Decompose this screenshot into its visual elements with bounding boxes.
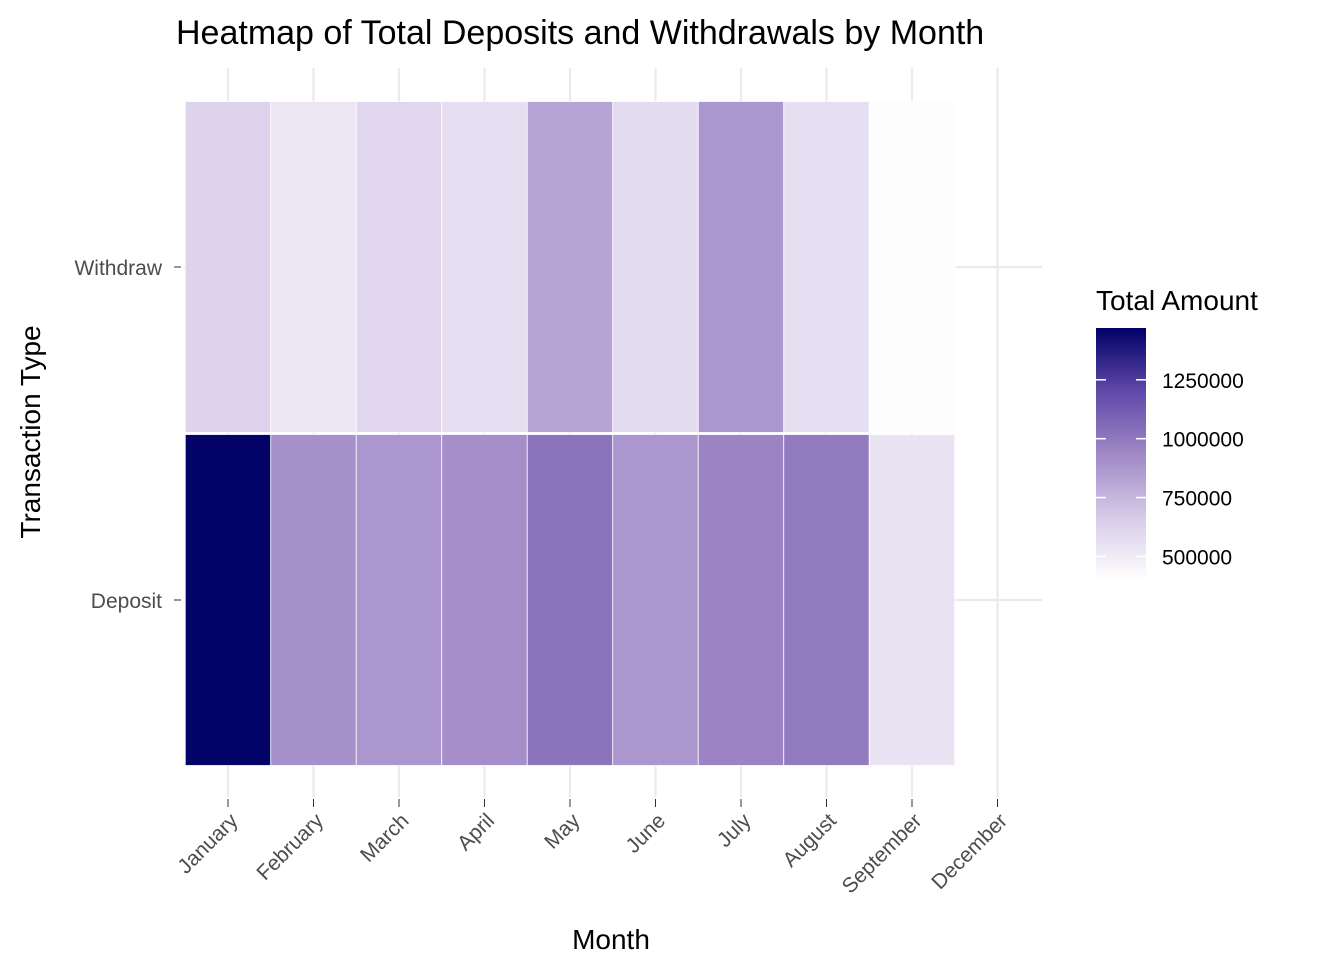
heatmap-cell-withdraw-january: [184, 101, 272, 433]
heatmap-cell-withdraw-may: [526, 101, 614, 433]
heatmap-cell-deposit-april: [441, 434, 528, 766]
heatmap-cell-deposit-march: [355, 434, 443, 766]
heatmap-cell-deposit-january: [184, 434, 272, 766]
x-tick-label-january: January: [173, 809, 242, 878]
x-tick-label-december: December: [927, 809, 1012, 894]
heatmap-cell-deposit-july: [697, 434, 785, 766]
x-tick-label-may: May: [540, 809, 585, 854]
x-tick-label-july: July: [713, 809, 756, 852]
heatmap-cell-deposit-february: [270, 434, 357, 766]
legend-colorbar: [1096, 328, 1146, 580]
x-axis-title: Month: [572, 924, 650, 955]
x-tick-label-june: June: [622, 809, 670, 857]
y-tick-label-deposit: Deposit: [91, 590, 162, 613]
heatmap-cells: [184, 101, 956, 766]
heatmap-cell-deposit-september: [868, 434, 956, 766]
heatmap-cell-withdraw-april: [441, 101, 528, 433]
heatmap-cell-withdraw-august: [783, 101, 870, 433]
heatmap-cell-withdraw-july: [697, 101, 785, 433]
legend-tick-label-500000: 500000: [1162, 546, 1232, 569]
color-legend: Total Amount 500000 750000 1000000 1250000: [1096, 285, 1258, 580]
heatmap-cell-deposit-august: [783, 434, 870, 766]
legend-tick-label-1250000: 1250000: [1162, 370, 1244, 393]
x-tick-label-april: April: [453, 809, 499, 855]
heatmap-cell-withdraw-february: [270, 101, 357, 433]
y-tick-label-withdraw: Withdraw: [74, 257, 162, 280]
heatmap-cell-deposit-june: [612, 434, 699, 766]
chart-title: Heatmap of Total Deposits and Withdrawal…: [176, 14, 984, 52]
heatmap-cell-deposit-may: [526, 434, 614, 766]
x-tick-label-august: August: [779, 809, 842, 872]
legend-tick-label-1000000: 1000000: [1162, 429, 1244, 452]
heatmap-cell-withdraw-june: [612, 101, 699, 433]
heatmap-cell-withdraw-march: [355, 101, 443, 433]
x-tick-label-february: February: [252, 809, 328, 885]
legend-tick-label-750000: 750000: [1162, 488, 1232, 511]
legend-title: Total Amount: [1096, 285, 1258, 316]
y-axis-title: Transaction Type: [15, 325, 46, 538]
heatmap-cell-withdraw-september: [868, 101, 956, 433]
x-tick-label-march: March: [356, 809, 414, 867]
x-tick-label-september: September: [838, 809, 927, 898]
